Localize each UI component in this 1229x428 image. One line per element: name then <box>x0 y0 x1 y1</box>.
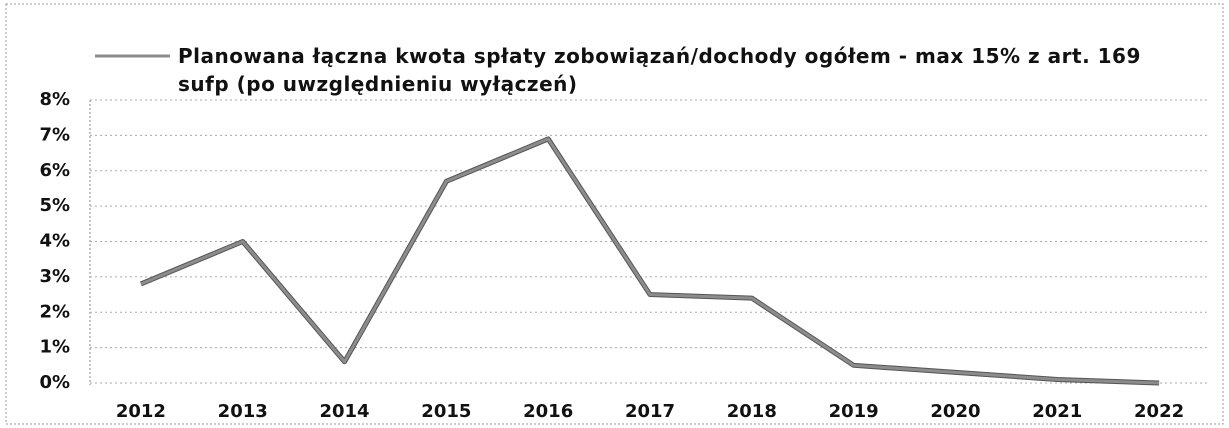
border <box>5 3 1224 425</box>
y-tick-label: 7% <box>39 124 70 145</box>
y-tick-label: 0% <box>39 372 70 393</box>
series-outline <box>139 136 1160 386</box>
x-tick-label: 2018 <box>727 401 777 422</box>
x-tick-label: 2012 <box>116 401 166 422</box>
y-tick-label: 2% <box>39 301 70 322</box>
x-tick-label: 2019 <box>829 401 879 422</box>
x-tick-label: 2021 <box>1032 401 1082 422</box>
x-tick-label: 2016 <box>523 401 573 422</box>
series-line <box>140 137 1160 385</box>
x-tick-label: 2022 <box>1134 401 1184 422</box>
y-tick-label: 8% <box>39 89 70 110</box>
x-tick-label: 2013 <box>218 401 268 422</box>
x-tick-label: 2017 <box>625 401 675 422</box>
x-tick-label: 2020 <box>930 401 980 422</box>
y-tick-label: 4% <box>39 231 70 252</box>
y-tick-label: 1% <box>39 337 70 358</box>
y-tick-label: 5% <box>39 195 70 216</box>
y-tick-label: 3% <box>39 266 70 287</box>
y-tick-label: 6% <box>39 160 70 181</box>
x-tick-label: 2014 <box>319 401 369 422</box>
legend-label: Planowana łączna kwota spłaty zobowiązań… <box>178 44 1141 96</box>
x-tick-label: 2015 <box>421 401 471 422</box>
